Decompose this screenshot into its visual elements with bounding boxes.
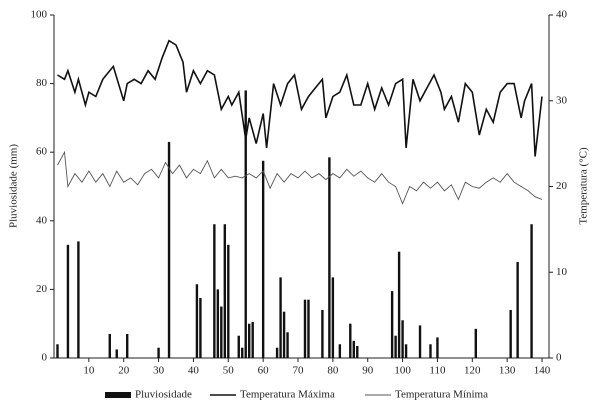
y2-tick-label: 10 bbox=[556, 266, 568, 278]
y-tick-label: 100 bbox=[31, 9, 48, 21]
bar bbox=[216, 289, 220, 358]
bar bbox=[328, 157, 331, 358]
x-tick-label: 60 bbox=[258, 365, 270, 377]
y-tick-label: 80 bbox=[36, 77, 48, 89]
y2-tick-label: 20 bbox=[556, 180, 568, 192]
y-tick-label: 0 bbox=[42, 352, 48, 364]
bar bbox=[227, 244, 230, 358]
bar bbox=[167, 141, 171, 358]
legend-swatch bbox=[105, 392, 131, 398]
y-tick-label: 20 bbox=[36, 283, 48, 295]
bar bbox=[429, 344, 432, 358]
bar bbox=[356, 345, 359, 358]
bar bbox=[286, 332, 289, 358]
bar bbox=[436, 337, 439, 358]
bar bbox=[338, 344, 342, 358]
bar bbox=[56, 344, 59, 358]
x-tick-label: 20 bbox=[118, 365, 130, 377]
bar bbox=[248, 323, 251, 358]
legend-label: Pluviosidade bbox=[135, 389, 192, 401]
bar bbox=[77, 241, 80, 358]
x-tick-label: 100 bbox=[394, 365, 411, 377]
x-tick-label: 110 bbox=[429, 365, 446, 377]
x-tick-label: 30 bbox=[153, 365, 165, 377]
bar bbox=[404, 344, 408, 358]
bar bbox=[157, 347, 160, 358]
bar bbox=[223, 224, 227, 358]
bar bbox=[349, 323, 352, 358]
bar bbox=[251, 321, 254, 358]
bar bbox=[321, 309, 324, 358]
bar bbox=[66, 244, 70, 358]
line bbox=[57, 150, 543, 205]
x-tick-label: 140 bbox=[534, 365, 551, 377]
bar bbox=[108, 333, 111, 358]
bar bbox=[331, 277, 335, 358]
x-tick-label: 50 bbox=[223, 365, 235, 377]
y2-axis-title: Temperatura (°C) bbox=[578, 147, 590, 225]
y-tick-label: 60 bbox=[36, 146, 48, 158]
axis-frame bbox=[53, 15, 550, 359]
x-tick-label: 120 bbox=[464, 365, 481, 377]
y2-tick-label: 30 bbox=[556, 94, 568, 106]
bar bbox=[241, 347, 244, 358]
y-tick-label: 40 bbox=[36, 214, 48, 226]
bar bbox=[516, 261, 519, 358]
bar bbox=[418, 325, 422, 358]
bar bbox=[303, 299, 307, 358]
bar bbox=[401, 320, 404, 358]
x-tick-label: 130 bbox=[499, 365, 516, 377]
legend-label: Temperatura Mínima bbox=[395, 389, 488, 401]
bar bbox=[397, 251, 401, 358]
bar bbox=[195, 284, 199, 358]
y2-tick-label: 0 bbox=[556, 352, 562, 364]
bar bbox=[220, 306, 223, 358]
x-tick-label: 90 bbox=[362, 365, 374, 377]
bar bbox=[275, 347, 279, 358]
bar bbox=[509, 309, 512, 358]
bar bbox=[307, 299, 310, 358]
y-axis-title: Pluviosidade (mm) bbox=[8, 144, 20, 228]
x-tick-label: 10 bbox=[83, 365, 95, 377]
bar bbox=[394, 335, 397, 358]
bar bbox=[126, 333, 129, 358]
line bbox=[57, 39, 543, 157]
bar bbox=[261, 160, 265, 358]
bar bbox=[474, 328, 477, 358]
bar bbox=[352, 340, 355, 358]
bar bbox=[530, 224, 533, 358]
bar bbox=[282, 311, 286, 358]
bar bbox=[244, 90, 247, 359]
bar bbox=[213, 224, 216, 358]
x-tick-label: 40 bbox=[188, 365, 200, 377]
x-tick-label: 70 bbox=[293, 365, 305, 377]
bar bbox=[279, 277, 282, 358]
bar bbox=[199, 297, 202, 358]
bar bbox=[237, 335, 240, 358]
bar bbox=[115, 349, 118, 358]
bar bbox=[390, 291, 394, 358]
legend-label: Temperatura Máxima bbox=[240, 389, 335, 401]
y2-tick-label: 40 bbox=[556, 9, 568, 21]
x-tick-label: 80 bbox=[327, 365, 339, 377]
